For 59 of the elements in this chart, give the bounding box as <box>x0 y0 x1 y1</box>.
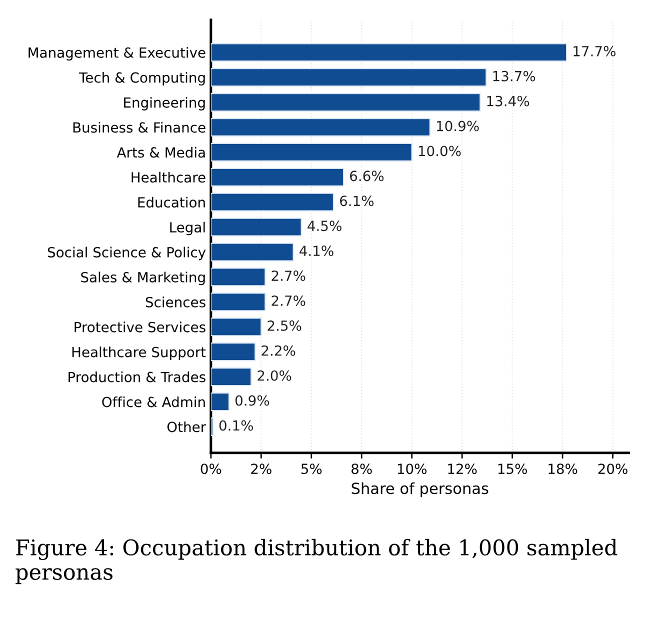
x-tick-label: 0% <box>200 464 222 474</box>
bar <box>210 43 568 62</box>
bar <box>210 392 230 412</box>
bar <box>210 417 214 436</box>
x-tick-label: 12% <box>448 464 477 474</box>
bar <box>210 68 487 87</box>
data-label: 0.9% <box>235 395 270 406</box>
y-tick-label: Healthcare Support <box>72 346 206 360</box>
y-tick-label: Office & Admin <box>102 396 205 408</box>
y-tick-label: Sciences <box>146 296 206 308</box>
bar <box>210 192 334 212</box>
x-tick-label: 2% <box>251 464 272 474</box>
bar <box>210 168 344 186</box>
data-label: 0.1% <box>219 420 253 431</box>
x-tick-label: 10% <box>398 464 427 474</box>
bar <box>210 93 481 112</box>
x-tick-label: 5% <box>301 464 322 474</box>
data-label: 2.5% <box>268 320 302 331</box>
x-axis-title: Share of personas <box>352 482 488 498</box>
data-label: 10.9% <box>437 120 479 132</box>
data-label: 13.7% <box>493 70 536 82</box>
data-label: 17.7% <box>574 46 616 56</box>
data-label: 6.1% <box>340 196 374 206</box>
y-tick-label: Production & Trades <box>68 372 206 382</box>
bar <box>210 218 302 236</box>
y-tick-label: Protective Services <box>74 322 206 332</box>
x-tick-label: 15% <box>498 464 527 474</box>
bar <box>210 268 266 286</box>
y-tick-label: Arts & Media <box>116 146 205 158</box>
data-label: 2.2% <box>262 345 296 356</box>
bar <box>210 368 252 386</box>
y-tick-label: Other <box>167 421 206 432</box>
caption: Figure 4: Occupation distribution of the 1,000 sampled personas <box>16 538 618 584</box>
x-tick-label: 18% <box>548 464 578 474</box>
y-tick-label: Business & Finance <box>73 122 206 133</box>
data-label: 6.6% <box>350 170 384 182</box>
data-label: 10.0% <box>418 146 461 156</box>
y-tick-label: Education <box>138 196 205 208</box>
y-tick-label: Management & Executive <box>28 47 206 61</box>
data-label: 2.0% <box>258 370 292 381</box>
data-label: 4.1% <box>300 246 334 256</box>
x-tick-label: 8% <box>352 464 372 474</box>
data-label: 13.4% <box>487 96 530 106</box>
bar <box>210 292 266 312</box>
y-tick-label: Social Science & Policy <box>48 246 206 260</box>
bar <box>210 318 262 336</box>
bar <box>210 118 430 137</box>
data-label: 2.7% <box>272 270 306 282</box>
y-tick-label: Engineering <box>124 97 205 110</box>
bar <box>210 242 294 262</box>
bar <box>210 142 412 162</box>
x-tick-label: 20% <box>598 464 628 474</box>
y-tick-label: Tech & Computing <box>78 72 205 86</box>
y-tick-label: Legal <box>170 222 205 236</box>
y-tick-label: Sales & Marketing <box>81 272 205 286</box>
y-tick-label: Healthcare <box>132 172 206 183</box>
data-label: 4.5% <box>308 220 342 232</box>
data-label: 2.7% <box>272 295 306 306</box>
bar <box>210 342 256 362</box>
